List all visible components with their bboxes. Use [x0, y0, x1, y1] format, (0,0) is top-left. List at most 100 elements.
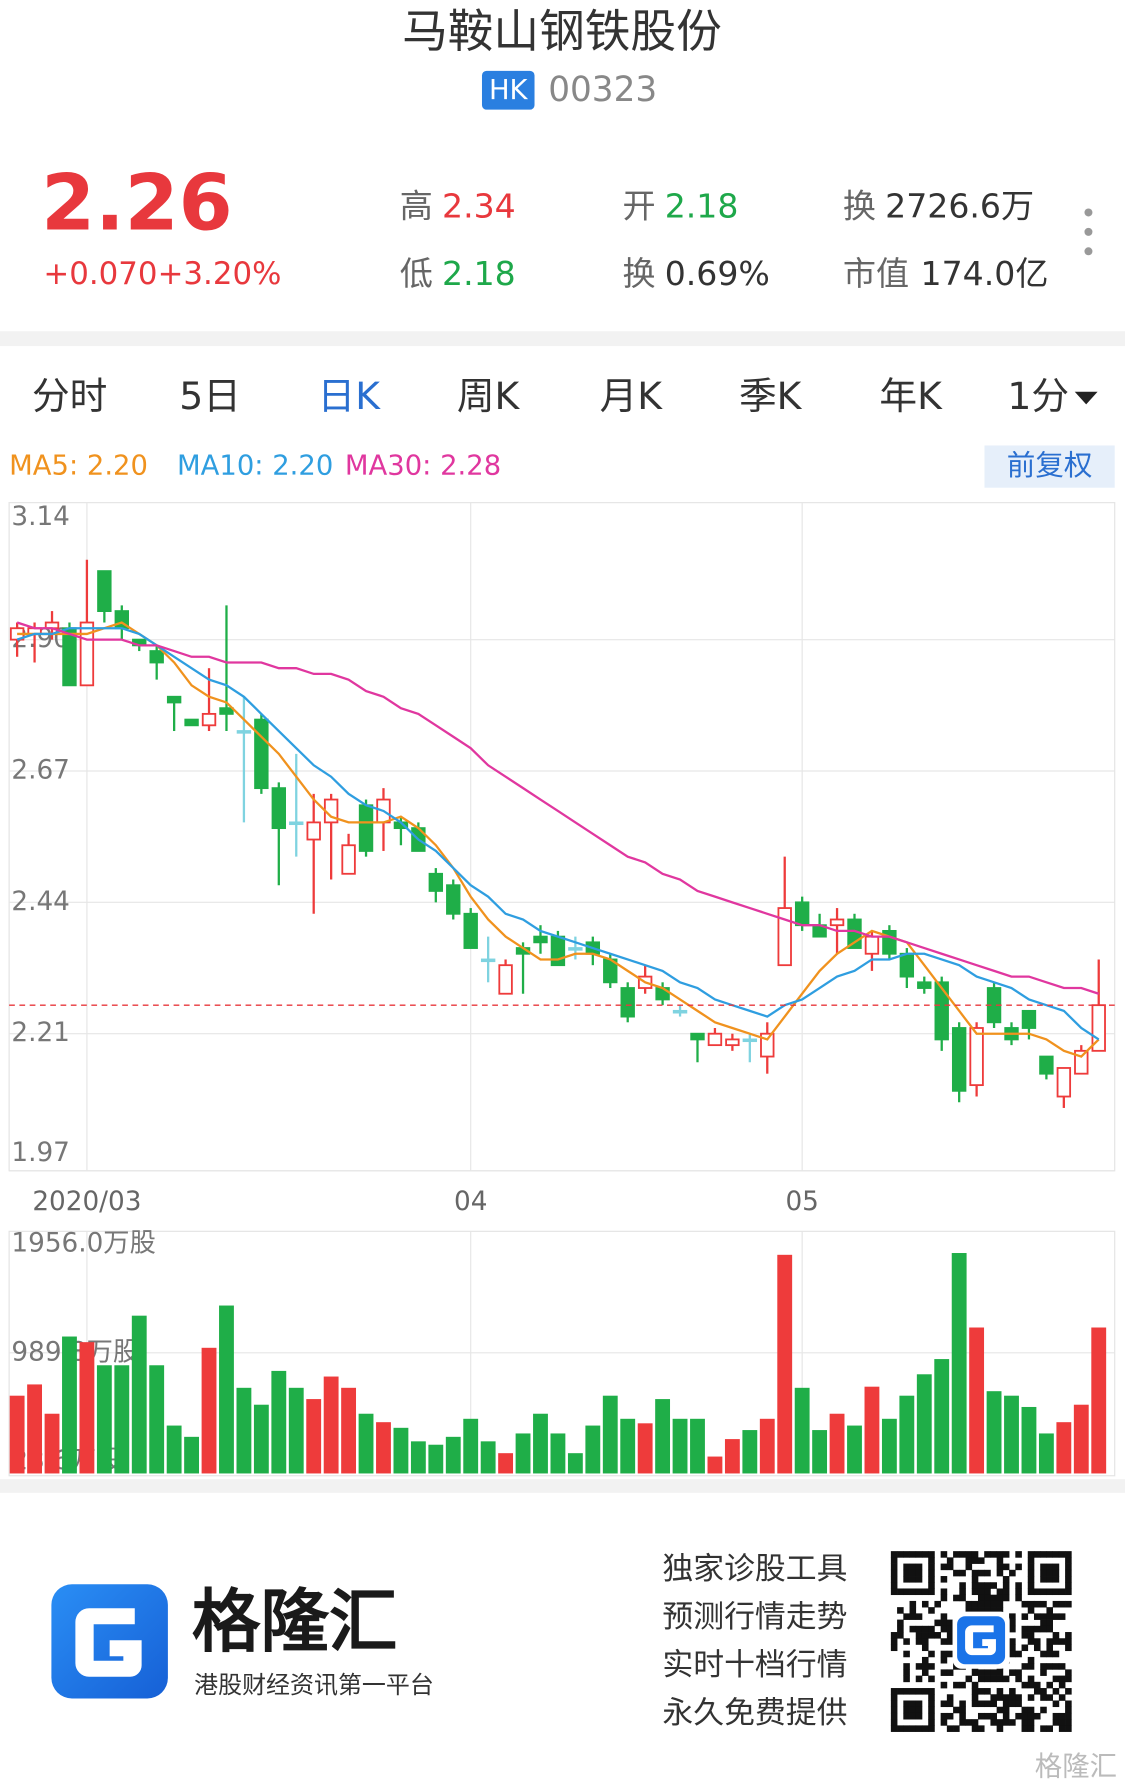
- tab[interactable]: 5日: [179, 374, 241, 418]
- volume-frame: [8, 1230, 1116, 1477]
- qr-module: [1052, 1663, 1060, 1670]
- qr-module: [1046, 1681, 1053, 1689]
- qr-module: [996, 1551, 1004, 1558]
- volume-bar: [1091, 1327, 1107, 1474]
- qr-module: [928, 1688, 935, 1695]
- qr-module: [946, 1563, 954, 1571]
- qr-module: [953, 1706, 960, 1714]
- qr-module: [1009, 1688, 1016, 1695]
- qr-module: [1040, 1576, 1047, 1583]
- tab[interactable]: 季K: [739, 374, 803, 418]
- qr-module: [903, 1712, 910, 1720]
- qr-module: [1065, 1582, 1072, 1589]
- qr-module: [984, 1582, 991, 1589]
- candle-body: [306, 821, 321, 841]
- qr-module: [977, 1712, 985, 1720]
- volume-bar: [899, 1395, 915, 1474]
- qr-module: [890, 1719, 898, 1726]
- tab[interactable]: 1分: [1007, 374, 1069, 418]
- qr-module: [1002, 1576, 1010, 1583]
- qr-module: [971, 1700, 979, 1708]
- ma-line: [17, 621, 1100, 1058]
- stat-value: 0.69%: [665, 254, 770, 293]
- qr-module: [915, 1725, 923, 1732]
- tab[interactable]: 月K: [600, 374, 664, 418]
- qr-module: [890, 1706, 898, 1714]
- qr-module: [921, 1551, 929, 1558]
- qr-module: [909, 1688, 917, 1695]
- volume-bar: [463, 1418, 479, 1474]
- qr-module: [940, 1551, 948, 1558]
- stat-value: 2726.6万: [885, 186, 1034, 225]
- qr-module: [1040, 1619, 1047, 1627]
- qr-module: [953, 1551, 960, 1558]
- volume-bar: [707, 1456, 723, 1474]
- qr-module: [928, 1700, 935, 1708]
- qr-module: [909, 1613, 917, 1620]
- qr-module: [1002, 1700, 1010, 1708]
- qr-module: [940, 1576, 948, 1583]
- y-tick-label: 2.21: [11, 1018, 69, 1048]
- qr-module: [984, 1551, 991, 1558]
- tab[interactable]: 分时: [32, 374, 107, 418]
- candle-body: [829, 918, 845, 927]
- adjust-button[interactable]: [984, 445, 1115, 488]
- qr-module: [1009, 1644, 1016, 1652]
- tab[interactable]: 日K: [318, 374, 382, 418]
- qr-logo: [957, 1616, 1006, 1665]
- change-pct: +3.20%: [158, 256, 282, 292]
- qr-module: [1052, 1632, 1060, 1639]
- candle-body: [794, 901, 810, 927]
- qr-module: [965, 1551, 973, 1558]
- volume-bar: [986, 1391, 1002, 1474]
- qr-module: [909, 1551, 917, 1558]
- qr-module: [1027, 1694, 1035, 1701]
- volume-bar: [393, 1427, 409, 1474]
- tab[interactable]: 周K: [457, 374, 521, 418]
- tab-bar: 分时 5日 日K 周K 月K 季K 年K 1分: [32, 374, 1098, 418]
- qr-module: [890, 1582, 898, 1589]
- volume-bar: [166, 1425, 182, 1474]
- qr-module: [934, 1619, 941, 1627]
- qr-module: [940, 1619, 948, 1627]
- volume-bar: [341, 1387, 357, 1474]
- volume-bar: [742, 1430, 758, 1474]
- qr-module: [1052, 1700, 1060, 1708]
- qr-module: [890, 1644, 898, 1652]
- qr-module: [959, 1681, 966, 1689]
- qr-module: [1009, 1700, 1016, 1708]
- volume-bar: [184, 1436, 200, 1474]
- qr-module: [940, 1625, 948, 1633]
- qr-module: [1046, 1607, 1053, 1614]
- candle-body: [97, 570, 112, 613]
- qr-module: [971, 1607, 979, 1614]
- tab[interactable]: 年K: [879, 374, 943, 418]
- qr-module: [1065, 1700, 1072, 1708]
- stat-value: 2.34: [442, 186, 516, 225]
- qr-module: [1065, 1688, 1072, 1695]
- qr-module: [903, 1576, 910, 1583]
- qr-module: [940, 1712, 948, 1720]
- qr-module: [1052, 1600, 1060, 1608]
- qr-module: [1002, 1694, 1010, 1701]
- volume-bar: [79, 1342, 95, 1474]
- volume-bar: [1073, 1404, 1089, 1474]
- qr-module: [890, 1700, 898, 1708]
- candle-body: [1021, 1009, 1037, 1029]
- dot: [1084, 227, 1093, 236]
- volume-bar: [550, 1433, 566, 1474]
- qr-module: [1027, 1607, 1035, 1614]
- qr-module: [965, 1675, 973, 1683]
- qr-module: [890, 1588, 898, 1596]
- ma-legend: MA10: 2.20: [177, 451, 333, 482]
- qr-module: [928, 1719, 935, 1726]
- qr-module: [928, 1650, 935, 1658]
- qr-module: [897, 1588, 904, 1596]
- qr-module: [971, 1669, 979, 1676]
- candle-body: [289, 821, 304, 826]
- qr-module: [921, 1644, 929, 1652]
- more-menu[interactable]: [1084, 208, 1093, 256]
- qr-module: [971, 1551, 979, 1558]
- qr-module: [1021, 1681, 1029, 1689]
